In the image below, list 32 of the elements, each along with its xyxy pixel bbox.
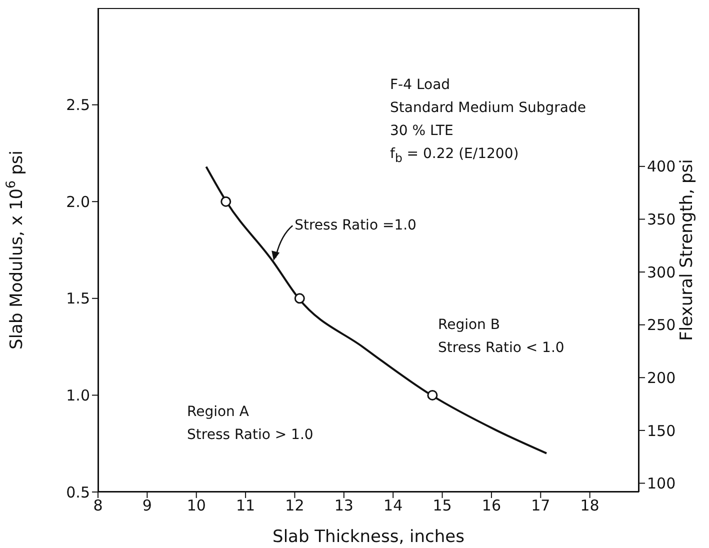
y2-tick-label: 150 (647, 422, 676, 440)
annotation: Region A Stress Ratio > 1.0 (187, 403, 314, 445)
y2-tick-label: 350 (647, 210, 676, 229)
y-tick-label: 1.0 (66, 386, 90, 405)
x-tick-label: 15 (432, 496, 452, 515)
point (427, 390, 438, 400)
x-tick-label: 8 (93, 496, 103, 515)
y2-tick-label: 200 (647, 368, 676, 387)
y-tick-label: 2.0 (66, 192, 90, 211)
y-tick-label: 0.5 (66, 483, 90, 502)
x-tick-label: 13 (334, 496, 354, 515)
y-tick-label: 2.5 (66, 96, 90, 114)
y2-tick-label: 400 (647, 158, 676, 176)
x-tick-label: 10 (186, 496, 206, 515)
y2-tick-label: 250 (647, 316, 676, 334)
x-tick-label: 16 (482, 496, 501, 515)
y2-axis-title: Flexural Strength, psi (677, 159, 697, 341)
x-tick-label: 14 (384, 496, 403, 515)
x-axis-title: Slab Thickness, inches (272, 527, 465, 547)
annotation: F-4 Load Standard Medium Subgrade 30 % LTE f$_{b}$ = 0.22 (E/1200) (390, 76, 586, 167)
x-tick-label: 11 (236, 496, 256, 515)
point (294, 293, 305, 304)
y-tick-label: 1.5 (66, 290, 90, 308)
annotation: Region B Stress Ratio < 1.0 (438, 316, 564, 358)
point (220, 196, 232, 207)
x-tick-label: 12 (285, 496, 304, 515)
x-tick-label: 18 (580, 496, 600, 515)
y2-tick-label: 300 (647, 263, 676, 282)
y2-tick-label: 100 (647, 474, 676, 493)
annotation: Stress Ratio =1.0 (294, 218, 416, 234)
x-tick-label: 9 (142, 496, 152, 515)
x-tick-label: 17 (531, 496, 550, 515)
